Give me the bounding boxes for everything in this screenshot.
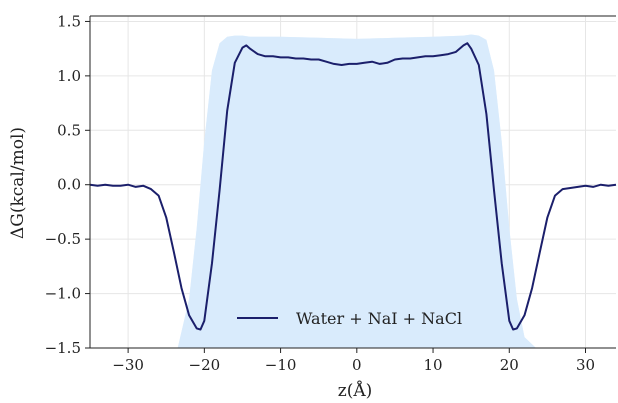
x-axis-label: z(Å): [338, 380, 373, 401]
y-tick-label: −1.5: [45, 339, 81, 357]
y-tick-label: −0.5: [45, 230, 81, 248]
y-tick-label: 1.5: [57, 12, 81, 30]
y-axis-label: ΔG(kcal/mol): [8, 127, 28, 239]
x-tick-label: 20: [500, 356, 519, 374]
y-tick-label: 0.0: [57, 176, 81, 194]
y-tick-label: 1.0: [57, 67, 81, 85]
band-fill: [177, 34, 536, 348]
legend: Water + NaI + NaCl: [237, 309, 462, 328]
x-tick-label: 10: [423, 356, 442, 374]
series-line: [89, 42, 617, 331]
x-tick-label: −30: [112, 356, 144, 374]
y-tick-label: −1.0: [45, 285, 81, 303]
x-tick-label: 0: [352, 356, 362, 374]
axes: [89, 15, 616, 349]
legend-label: Water + NaI + NaCl: [296, 309, 462, 328]
y-tick-label: 0.5: [57, 121, 81, 139]
x-tick-label: −20: [189, 356, 221, 374]
x-tick-label: −10: [265, 356, 297, 374]
uncertainty-band: [177, 34, 536, 348]
x-tick-label: 30: [576, 356, 595, 374]
series-layer: [89, 42, 617, 331]
tick-labels: −30 −20 −10 0 10 20 30 −1.5 −1.0 −0.5 0.0 0.5 1.0 1.5: [45, 12, 595, 374]
